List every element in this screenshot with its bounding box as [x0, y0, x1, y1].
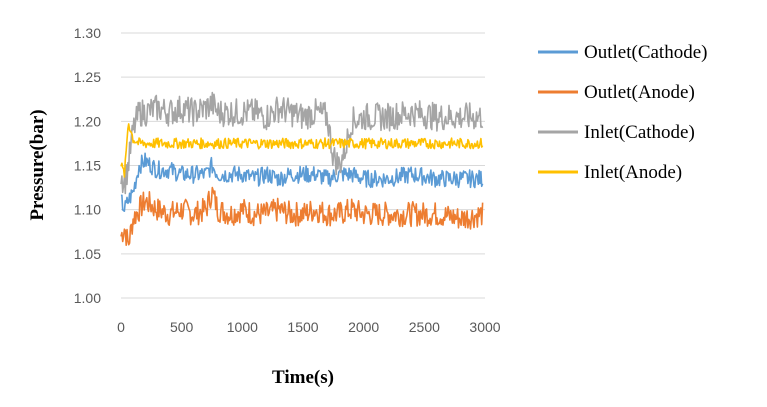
- y-tick-label: 1.00: [74, 290, 101, 306]
- x-tick-label: 2000: [348, 319, 379, 335]
- y-tick-label: 1.30: [74, 25, 101, 41]
- x-tick-label: 1000: [227, 319, 258, 335]
- y-tick-label: 1.15: [74, 158, 101, 174]
- series-line-1: [120, 186, 484, 246]
- y-tick-label: 1.05: [74, 246, 101, 262]
- series-line-2: [120, 91, 484, 195]
- x-tick-label: 1500: [287, 319, 318, 335]
- y-tick-label: 1.20: [74, 113, 101, 129]
- legend-label: Inlet(Cathode): [584, 122, 695, 143]
- x-tick-label: 3000: [469, 319, 500, 335]
- legend-label: Inlet(Anode): [584, 162, 682, 183]
- x-tick-label: 500: [170, 319, 194, 335]
- x-tick-label: 0: [117, 319, 125, 335]
- y-tick-label: 1.25: [74, 69, 101, 85]
- legend-label: Outlet(Anode): [584, 82, 695, 103]
- legend-label: Outlet(Cathode): [584, 42, 707, 63]
- y-tick-label: 1.10: [74, 202, 101, 218]
- y-axis-ticks: 1.00 1.05 1.10 1.15 1.20 1.25 1.30: [74, 25, 101, 306]
- series-layer: [120, 91, 484, 246]
- series-line-3: [120, 123, 484, 178]
- x-tick-label: 2500: [409, 319, 440, 335]
- x-axis-title: Time(s): [272, 367, 334, 388]
- legend: Outlet(Cathode) Outlet(Anode) Inlet(Cathod…: [538, 42, 707, 183]
- series-line-0: [120, 152, 484, 212]
- x-axis-ticks: 0 500 1000 1500 2000 2500 3000: [117, 319, 501, 335]
- y-axis-title: Pressure(bar): [27, 109, 48, 220]
